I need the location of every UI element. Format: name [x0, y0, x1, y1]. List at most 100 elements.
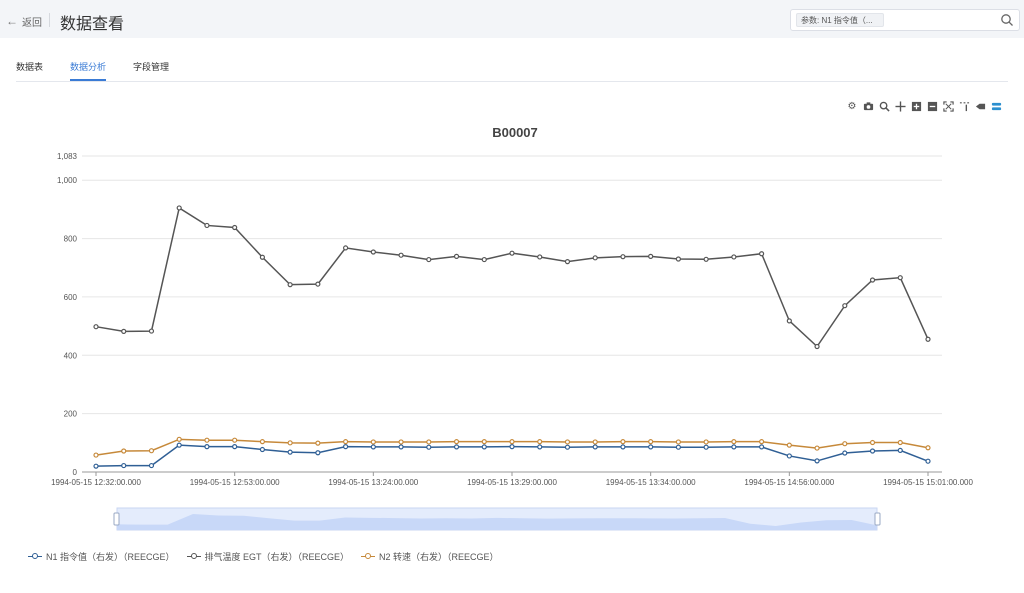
compare-hover-icon[interactable]: [990, 100, 1002, 112]
data-point[interactable]: [814, 343, 820, 350]
data-point[interactable]: [620, 254, 626, 260]
zoom-in-icon[interactable]: [910, 100, 922, 112]
data-point[interactable]: [93, 452, 99, 458]
data-point[interactable]: [370, 249, 376, 255]
data-point[interactable]: [176, 205, 182, 211]
zoom-icon[interactable]: [878, 100, 890, 112]
data-point[interactable]: [703, 444, 709, 450]
data-point[interactable]: [509, 444, 515, 450]
data-point[interactable]: [842, 441, 848, 447]
data-point[interactable]: [398, 439, 404, 445]
data-point[interactable]: [426, 256, 432, 263]
data-point[interactable]: [814, 458, 820, 464]
data-point[interactable]: [453, 253, 460, 259]
data-point[interactable]: [897, 275, 903, 281]
data-point[interactable]: [592, 439, 598, 445]
data-point[interactable]: [148, 328, 155, 334]
data-point[interactable]: [453, 444, 460, 450]
data-point[interactable]: [648, 253, 654, 259]
data-point[interactable]: [343, 245, 349, 251]
data-point[interactable]: [731, 444, 737, 450]
data-point[interactable]: [675, 256, 682, 262]
data-point[interactable]: [426, 439, 432, 445]
tab-data-table[interactable]: 数据表: [16, 62, 44, 72]
data-point[interactable]: [343, 439, 349, 445]
data-point[interactable]: [758, 251, 765, 257]
autoscale-icon[interactable]: [942, 100, 954, 112]
data-point[interactable]: [592, 255, 598, 261]
data-point[interactable]: [675, 439, 682, 445]
data-point[interactable]: [564, 444, 571, 450]
data-point[interactable]: [259, 446, 265, 453]
data-point[interactable]: [869, 439, 876, 446]
data-point[interactable]: [259, 254, 265, 260]
data-point[interactable]: [509, 439, 515, 445]
slider-handle-right[interactable]: [874, 512, 881, 526]
data-point[interactable]: [287, 282, 293, 288]
data-point[interactable]: [343, 444, 349, 450]
data-point[interactable]: [176, 436, 182, 442]
search-icon[interactable]: [1000, 13, 1014, 27]
search-input[interactable]: [889, 12, 989, 28]
data-point[interactable]: [897, 447, 903, 454]
data-point[interactable]: [592, 444, 598, 450]
data-point[interactable]: [786, 442, 792, 448]
data-point[interactable]: [121, 462, 127, 469]
data-point[interactable]: [287, 440, 293, 446]
data-point[interactable]: [370, 439, 376, 445]
data-point[interactable]: [148, 448, 155, 454]
tab-data-analysis[interactable]: 数据分析: [70, 60, 107, 81]
tab-field-management[interactable]: 字段管理: [133, 62, 170, 72]
data-point[interactable]: [869, 448, 876, 454]
data-point[interactable]: [93, 463, 99, 469]
data-point[interactable]: [232, 224, 238, 231]
data-point[interactable]: [148, 462, 155, 469]
data-point[interactable]: [897, 439, 903, 446]
data-point[interactable]: [620, 439, 626, 445]
data-point[interactable]: [481, 256, 487, 263]
data-point[interactable]: [176, 442, 182, 448]
data-point[interactable]: [564, 259, 571, 265]
data-point[interactable]: [537, 439, 543, 445]
back-button[interactable]: ← 返回: [6, 13, 42, 29]
search-box[interactable]: 参数: N1 指令值（...: [790, 9, 1020, 31]
gear-icon[interactable]: ⚙: [847, 100, 857, 112]
legend-item-n1[interactable]: N1 指令值（右发）（REECGE）: [28, 550, 175, 563]
data-point[interactable]: [426, 444, 432, 450]
data-point[interactable]: [481, 444, 487, 450]
data-point[interactable]: [814, 445, 820, 451]
data-point[interactable]: [703, 439, 709, 445]
data-point[interactable]: [287, 449, 293, 455]
pan-icon[interactable]: [894, 100, 906, 112]
camera-icon[interactable]: [862, 100, 874, 112]
zoom-out-icon[interactable]: [926, 100, 938, 112]
data-point[interactable]: [398, 444, 404, 450]
data-point[interactable]: [786, 318, 792, 324]
data-point[interactable]: [648, 439, 654, 445]
data-point[interactable]: [786, 453, 792, 459]
data-point[interactable]: [842, 450, 848, 456]
data-point[interactable]: [121, 448, 127, 454]
data-point[interactable]: [648, 444, 654, 450]
data-point[interactable]: [564, 439, 571, 445]
data-point[interactable]: [842, 303, 848, 309]
data-point[interactable]: [315, 440, 321, 446]
data-point[interactable]: [675, 444, 682, 450]
data-point[interactable]: [398, 252, 404, 258]
data-point[interactable]: [315, 281, 321, 287]
data-point[interactable]: [315, 450, 321, 456]
data-point[interactable]: [93, 324, 99, 330]
reset-axes-icon[interactable]: [958, 100, 970, 112]
data-point[interactable]: [204, 444, 210, 450]
data-point[interactable]: [481, 439, 487, 445]
spike-lines-icon[interactable]: [974, 100, 986, 112]
data-point[interactable]: [204, 437, 210, 443]
data-point[interactable]: [731, 439, 737, 445]
data-point[interactable]: [758, 439, 765, 445]
legend-item-egt[interactable]: 排气温度 EGT（右发）（REECGE）: [186, 550, 349, 563]
data-point[interactable]: [731, 254, 737, 260]
data-point[interactable]: [204, 222, 210, 229]
data-point[interactable]: [703, 256, 709, 262]
data-point[interactable]: [869, 277, 876, 283]
data-point[interactable]: [925, 445, 931, 451]
